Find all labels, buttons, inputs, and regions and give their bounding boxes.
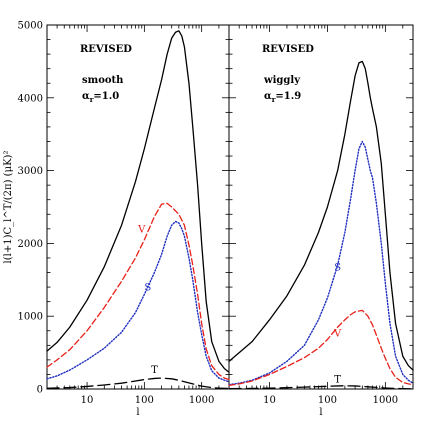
panel-1-subtitle: smooth	[82, 75, 124, 86]
param-subscript: r	[90, 95, 94, 104]
panel-2-curve-t	[228, 385, 414, 390]
panel-2-curve-total	[228, 60, 414, 371]
y-tick-label: 5000	[18, 21, 43, 32]
panel-2-parameter: αr=1.9	[264, 91, 301, 104]
panel-1-curve-label-v: V	[137, 224, 146, 235]
y-tick-label: 2000	[18, 239, 43, 250]
y-tick-label: 1000	[18, 312, 43, 323]
y-tick-label: 0	[37, 385, 43, 396]
panel-1-curve-total	[46, 30, 230, 373]
x-tick-label: 10	[263, 395, 276, 406]
panel-2-curve-label-v: V	[333, 329, 342, 340]
panel-2-title: REVISED	[262, 44, 314, 55]
x-axis-label: l	[319, 407, 322, 418]
panel-1-title: REVISED	[80, 44, 132, 55]
param-symbol: α	[82, 91, 90, 102]
panel-2-curve-s	[228, 140, 414, 386]
y-tick-label: 3000	[18, 166, 43, 177]
curves-layer	[46, 30, 414, 390]
axes-layer	[46, 24, 414, 390]
panel-2-curve-v	[228, 309, 414, 387]
panel-1-curve-v	[46, 202, 230, 381]
panel-1-curve-t	[46, 377, 230, 390]
param-subscript: r	[272, 95, 276, 104]
panel-2-subtitle: wiggly	[263, 75, 301, 86]
panel-2-frame	[228, 24, 414, 390]
x-axis-label: l	[136, 407, 139, 418]
param-symbol: α	[264, 91, 272, 102]
x-tick-label: 1000	[189, 395, 214, 406]
x-tick-label: 1000	[373, 395, 398, 406]
panel-2-curve-label-s: S	[334, 262, 341, 273]
x-tick-label: 100	[318, 395, 337, 406]
panel-1-curve-label-t: T	[151, 365, 158, 376]
y-tick-label: 4000	[18, 93, 43, 104]
y-axis-label: l(l+1)C_l^T/(2π) (μK)²	[3, 151, 14, 264]
panel-1-curve-s	[46, 220, 230, 383]
panel-2-curve-label-t: T	[334, 374, 341, 385]
panel-1-parameter: αr=1.0	[82, 91, 119, 104]
x-tick-label: 10	[81, 395, 94, 406]
x-tick-label: 100	[135, 395, 154, 406]
panel-1-curve-label-s: S	[144, 283, 151, 294]
param-value: =1.0	[93, 91, 119, 102]
param-value: =1.9	[275, 91, 301, 102]
